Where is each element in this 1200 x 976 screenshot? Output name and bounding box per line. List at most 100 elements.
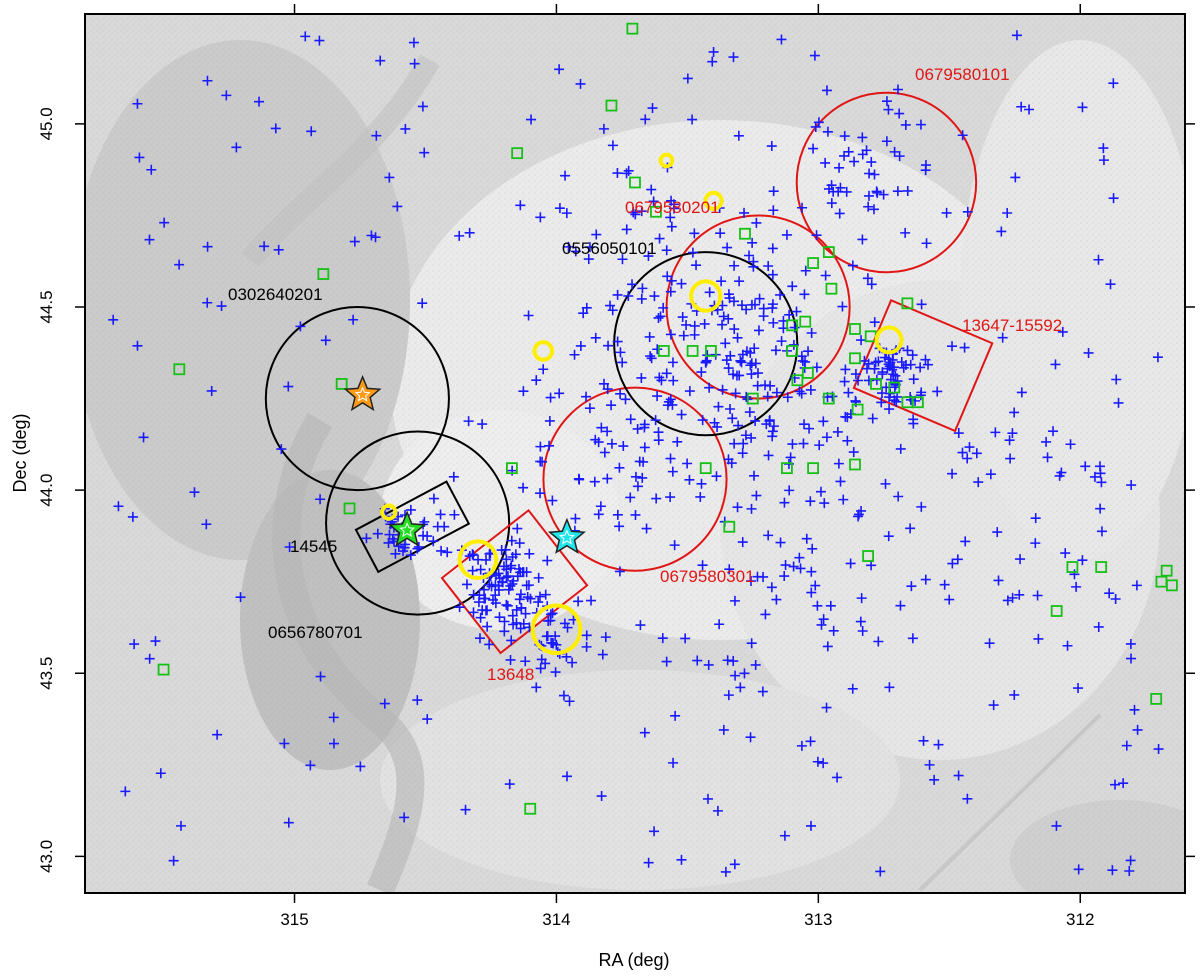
source-marker: [828, 625, 839, 636]
source-marker: [737, 448, 748, 459]
source-marker: [600, 632, 611, 643]
source-marker: [916, 501, 927, 512]
source-marker: [1033, 633, 1044, 644]
source-marker: [992, 527, 1003, 538]
source-marker: [400, 539, 411, 550]
source-marker: [569, 349, 580, 360]
yellow-circle-marker: [457, 539, 499, 581]
source-marker: [493, 568, 504, 579]
source-marker: [726, 458, 737, 469]
source-marker: [598, 123, 609, 134]
source-marker: [806, 328, 817, 339]
source-marker: [881, 96, 892, 107]
source-marker: [680, 633, 691, 644]
source-marker: [1126, 480, 1137, 491]
source-marker: [612, 168, 623, 179]
source-marker: [1004, 435, 1015, 446]
source-marker: [953, 428, 964, 439]
source-marker: [558, 690, 569, 701]
source-marker: [760, 609, 771, 620]
field-label: 14545: [290, 537, 337, 556]
source-marker: [417, 101, 428, 112]
source-marker: [877, 369, 888, 380]
source-marker: [768, 186, 779, 197]
source-marker: [750, 659, 761, 670]
source-marker: [763, 450, 774, 461]
source-marker: [621, 168, 632, 179]
green-square-marker: [822, 392, 835, 405]
source-marker: [739, 668, 750, 679]
source-marker: [490, 590, 501, 601]
source-marker: [763, 260, 774, 271]
source-marker: [661, 656, 672, 667]
source-marker: [837, 301, 848, 312]
source-marker: [637, 472, 648, 483]
source-marker: [803, 346, 814, 357]
field-label: 0656780701: [268, 623, 363, 642]
source-marker: [1073, 864, 1084, 875]
source-marker: [461, 579, 472, 590]
source-marker: [206, 385, 217, 396]
source-marker: [766, 582, 777, 593]
source-marker: [847, 260, 858, 271]
source-marker: [1093, 621, 1104, 632]
source-marker: [669, 540, 680, 551]
source-marker: [920, 160, 931, 171]
source-marker: [973, 477, 984, 488]
source-marker: [839, 131, 850, 142]
source-marker: [832, 426, 843, 437]
source-marker: [853, 511, 864, 522]
source-marker: [522, 592, 533, 603]
source-marker: [843, 387, 854, 398]
source-marker: [306, 126, 317, 137]
source-marker: [762, 391, 773, 402]
source-marker: [732, 332, 743, 343]
source-marker: [477, 419, 488, 430]
source-marker: [662, 400, 673, 411]
source-marker: [155, 768, 166, 779]
source-marker: [400, 123, 411, 134]
source-marker: [834, 162, 845, 173]
source-marker: [758, 571, 769, 582]
source-marker: [856, 335, 867, 346]
source-marker: [419, 147, 430, 158]
green-square-marker: [1095, 561, 1108, 573]
green-square-marker: [506, 462, 518, 475]
source-marker: [574, 474, 585, 485]
source-marker: [1011, 30, 1022, 41]
source-marker: [740, 430, 751, 441]
source-marker: [920, 354, 931, 365]
source-marker: [822, 126, 833, 137]
source-marker: [749, 299, 760, 310]
source-marker: [801, 533, 812, 544]
source-marker: [725, 403, 736, 414]
source-marker: [821, 85, 832, 96]
green-square-marker: [511, 147, 524, 160]
source-marker: [512, 523, 523, 534]
source-marker: [554, 388, 565, 399]
x-axis-title: RA (deg): [598, 950, 669, 970]
source-marker: [544, 415, 555, 426]
source-marker: [108, 314, 119, 325]
source-marker: [869, 169, 880, 180]
source-marker: [650, 415, 661, 426]
source-marker: [869, 317, 880, 328]
source-marker: [621, 224, 632, 235]
green-square-marker: [849, 323, 861, 335]
source-marker: [665, 394, 676, 405]
source-marker: [996, 226, 1007, 237]
source-marker: [349, 236, 360, 247]
observation-fields: [264, 91, 994, 655]
source-marker: [479, 584, 490, 595]
source-marker: [814, 440, 825, 451]
source-marker: [985, 469, 996, 480]
source-marker: [499, 616, 510, 627]
source-marker: [1113, 397, 1124, 408]
source-marker: [764, 416, 775, 427]
cyan-star-icon: [547, 517, 586, 554]
source-marker: [593, 509, 604, 520]
source-marker: [617, 357, 628, 368]
source-marker: [735, 682, 746, 693]
source-marker: [544, 440, 555, 451]
source-marker: [535, 663, 546, 674]
